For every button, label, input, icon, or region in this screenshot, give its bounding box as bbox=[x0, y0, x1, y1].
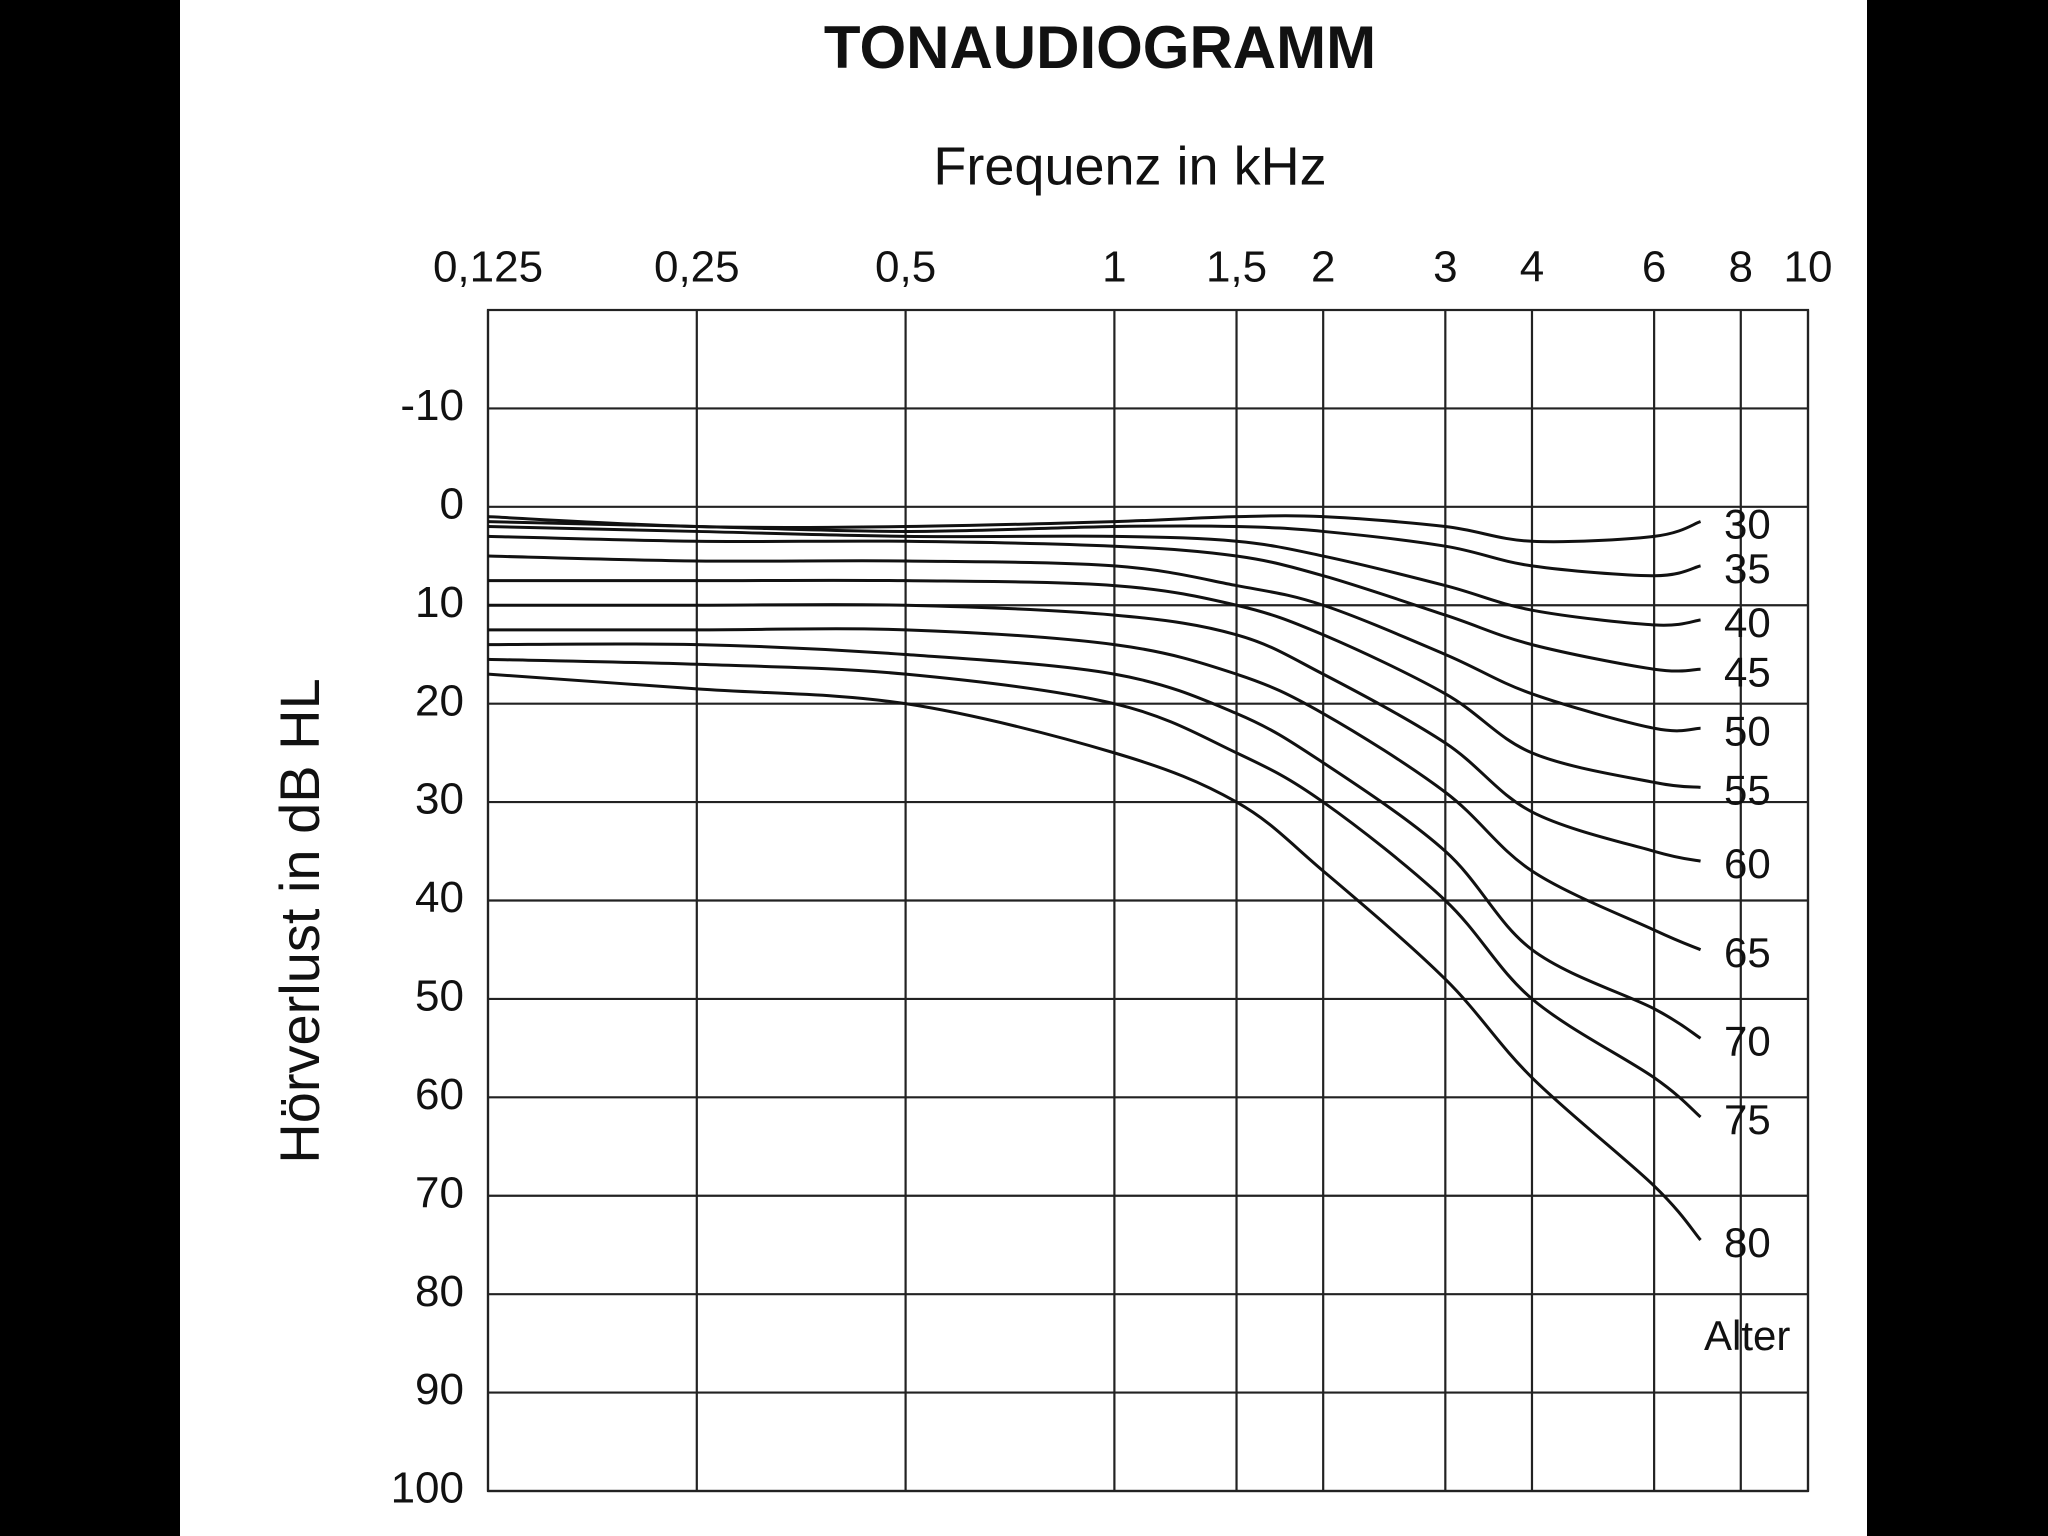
x-tick-label: 3 bbox=[1433, 243, 1457, 292]
x-tick-label: 1,5 bbox=[1206, 243, 1267, 292]
x-tick-label: 0,125 bbox=[433, 243, 543, 292]
curve bbox=[487, 642, 1702, 1040]
curve bbox=[487, 525, 1701, 627]
curve-label: 70 bbox=[1724, 1017, 1771, 1064]
curve-label: 80 bbox=[1724, 1219, 1771, 1266]
x-tick-label: 1 bbox=[1102, 243, 1126, 292]
curve bbox=[487, 672, 1702, 1242]
annotation: Alter bbox=[1704, 1312, 1790, 1359]
y-tick-label: 0 bbox=[440, 479, 464, 528]
curve-label: 75 bbox=[1724, 1096, 1771, 1143]
curve bbox=[488, 603, 1701, 863]
curve bbox=[488, 578, 1701, 789]
curve bbox=[487, 520, 1701, 578]
curve bbox=[487, 534, 1701, 673]
y-tick-label: 60 bbox=[415, 1070, 464, 1119]
y-tick-label: 50 bbox=[415, 972, 464, 1021]
chart-title: TONAUDIOGRAMM bbox=[824, 14, 1376, 81]
curve-label: 60 bbox=[1724, 840, 1771, 887]
x-tick-label: 4 bbox=[1520, 243, 1544, 292]
curve-label: 55 bbox=[1724, 766, 1771, 813]
x-tick-label: 2 bbox=[1311, 243, 1335, 292]
y-tick-label: 30 bbox=[415, 775, 464, 824]
y-tick-label: 90 bbox=[415, 1365, 464, 1414]
curve bbox=[487, 627, 1702, 952]
curve bbox=[487, 554, 1701, 733]
y-tick-label: 10 bbox=[415, 578, 464, 627]
y-tick-label: 20 bbox=[415, 676, 464, 725]
curve-label: 35 bbox=[1724, 545, 1771, 592]
y-tick-label: 40 bbox=[415, 873, 464, 922]
x-tick-label: 8 bbox=[1729, 243, 1753, 292]
x-axis-label: Frequenz in kHz bbox=[933, 136, 1326, 196]
curve-label: 45 bbox=[1724, 648, 1771, 695]
curve-label: 40 bbox=[1724, 599, 1771, 646]
curve bbox=[487, 657, 1702, 1119]
x-tick-label: 6 bbox=[1642, 243, 1666, 292]
x-tick-label: 0,5 bbox=[875, 243, 936, 292]
x-tick-label: 10 bbox=[1784, 243, 1833, 292]
y-tick-label: 70 bbox=[415, 1168, 464, 1217]
y-axis-label: Hörverlust in dB HL bbox=[268, 678, 331, 1164]
curve-label: 65 bbox=[1724, 929, 1771, 976]
curve-label: 50 bbox=[1724, 707, 1771, 754]
y-tick-label: 80 bbox=[415, 1267, 464, 1316]
curve-label: 30 bbox=[1724, 501, 1771, 548]
y-tick-label: -10 bbox=[400, 381, 464, 430]
x-tick-label: 0,25 bbox=[654, 243, 740, 292]
y-tick-label: 100 bbox=[391, 1464, 464, 1513]
